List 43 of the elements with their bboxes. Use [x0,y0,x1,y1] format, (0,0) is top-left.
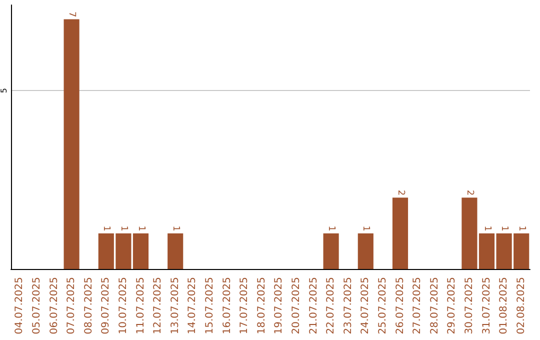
data-label: 1 [326,226,336,232]
x-tick-label: 25.07.2025 [377,277,388,334]
x-tick-label: 12.07.2025 [152,277,164,334]
data-label: 1 [118,226,128,232]
x-tick-label: 19.07.2025 [274,277,285,334]
x-tick-label: 08.07.2025 [83,277,94,334]
x-tick-label: 06.07.2025 [48,277,60,334]
data-label: 1 [170,226,180,232]
x-tick-label: 13.07.2025 [170,277,181,334]
x-tick-label: 07.07.2025 [66,277,78,334]
x-tick-label: 17.07.2025 [239,277,250,334]
x-tick-label: 28.07.2025 [429,277,440,334]
data-label: 1 [516,226,526,232]
x-tick-label: 11.07.2025 [135,277,146,334]
x-tick-label: 27.07.2025 [412,277,424,334]
x-tick-label: 04.07.2025 [14,277,26,334]
x-tick-label: 16.07.2025 [222,277,233,334]
x-tick-label: 14.07.2025 [187,277,198,334]
x-tick-label: 26.07.2025 [394,277,406,334]
data-label: 2 [464,190,474,196]
data-label: 1 [136,226,146,232]
x-tick-label: 20.07.2025 [290,277,302,334]
data-label: 1 [499,226,510,232]
data-label: 7 [66,12,77,18]
x-tick-label: 18.07.2025 [256,277,268,334]
x-tick-label: 01.08.2025 [498,277,510,334]
y-tick-label: 5 [0,88,8,94]
data-label: 1 [101,226,112,232]
data-label: 1 [482,226,492,232]
x-tick-label: 30.07.2025 [464,277,475,334]
x-tick-label: 29.07.2025 [446,277,458,334]
x-tick-label: 31.07.2025 [481,277,492,334]
data-label: 1 [360,226,371,232]
x-tick-label: 15.07.2025 [204,277,216,334]
x-tick-label: 24.07.2025 [360,277,372,334]
x-tick-label: 05.07.2025 [31,277,42,334]
x-tick-label: 21.07.2025 [308,277,320,334]
x-tick-label: 23.07.2025 [342,277,354,334]
data-label: 2 [395,190,406,196]
x-tick-label: 09.07.2025 [100,277,112,334]
x-tick-label: 10.07.2025 [118,277,129,334]
x-tick-label: 22.07.2025 [326,277,337,334]
x-tick-label: 02.08.2025 [516,277,527,334]
